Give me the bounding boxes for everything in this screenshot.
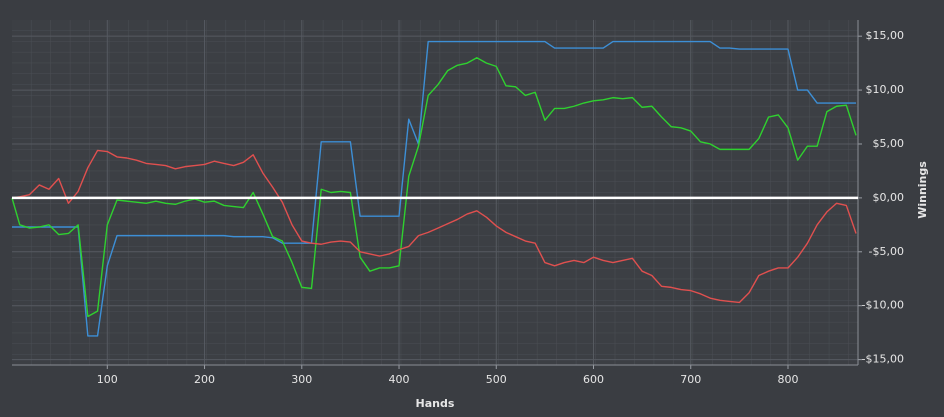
series-line [11,149,857,304]
y-tick-label: $0,00 [873,191,905,204]
y-tick-label: $10,00 [866,83,905,96]
y-tick-label: -$10,00 [862,299,904,312]
y-axis-title: Winnings [916,161,929,219]
series-group [11,40,857,337]
y-tick-label: $5,00 [873,137,905,150]
grid [12,20,858,365]
x-tick-label: 600 [583,373,604,386]
y-tick-label: $15,00 [866,29,905,42]
x-tick-label: 200 [194,373,215,386]
y-tick-label: -$15,00 [862,353,904,366]
minor-grid [12,20,858,365]
series-line [12,40,857,337]
x-tick-label: 400 [389,373,410,386]
x-tick-label: 300 [291,373,312,386]
series-line [11,57,857,318]
x-axis-title: Hands [416,397,455,410]
x-tick-label: 700 [680,373,701,386]
x-tick-label: 500 [486,373,507,386]
y-tick-label: -$5,00 [869,245,904,258]
x-tick-label: 800 [777,373,798,386]
x-tick-label: 100 [97,373,118,386]
